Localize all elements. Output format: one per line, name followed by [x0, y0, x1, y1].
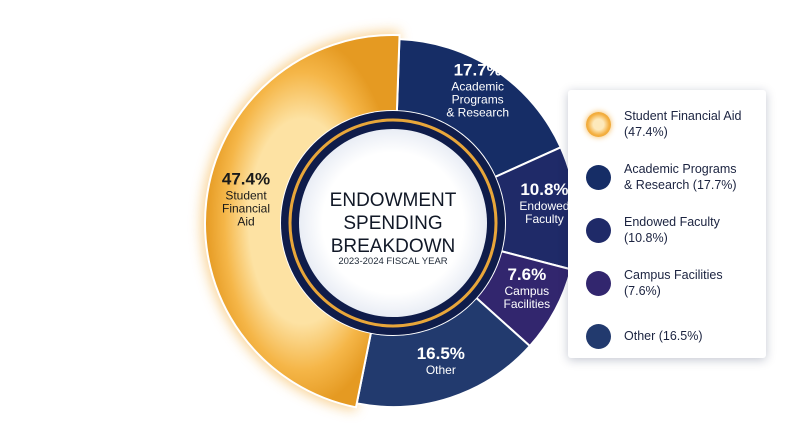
legend-item: Other (16.5%): [586, 316, 766, 356]
legend-item: Student Financial Aid (47.4%): [586, 104, 766, 144]
legend-swatch: [586, 217, 611, 243]
chart-title: ENDOWMENT SPENDING BREAKDOWN: [330, 190, 457, 257]
legend-label: Other (16.5%): [624, 329, 703, 343]
slice-category-label: Other: [426, 363, 456, 377]
legend-item: Endowed Faculty (10.8%): [586, 210, 766, 250]
slice-value-label: 10.8%: [520, 180, 568, 199]
legend-swatch: [586, 270, 611, 296]
slice-category-label: Faculty: [525, 212, 564, 226]
slice-value-label: 17.7%: [454, 60, 502, 79]
chart-title-line: SPENDING: [343, 213, 442, 234]
slice-category-label: Endowed: [519, 199, 569, 213]
slice-category-label: Programs: [452, 92, 504, 106]
legend-swatch: [586, 164, 611, 190]
chart-subtitle: 2023-2024 FISCAL YEAR: [338, 256, 447, 267]
slice-value-label: 16.5%: [417, 344, 465, 363]
legend-item: Campus Facilities (7.6%): [586, 263, 766, 303]
center-disc: [299, 129, 487, 317]
slice-category-label: Campus: [505, 284, 550, 298]
legend-swatch: [586, 111, 611, 137]
slice-category-label: Facilities: [504, 297, 551, 311]
slice-value-label: 47.4%: [222, 169, 270, 188]
slice-value-label: 7.6%: [507, 265, 546, 284]
chart-title-line: ENDOWMENT: [330, 190, 457, 211]
chart-title-line: BREAKDOWN: [331, 236, 456, 257]
legend: Student Financial Aid (47.4%) Academic Pr…: [568, 90, 766, 358]
slice-category-label: Aid: [237, 214, 254, 228]
legend-item: Academic Programs & Research (17.7%): [586, 157, 766, 197]
slice-category-label: & Research: [446, 105, 509, 119]
slice-category-label: Student: [225, 188, 267, 202]
legend-label: Student Financial Aid (47.4%): [624, 109, 742, 139]
slice-category-label: Academic: [451, 79, 504, 93]
legend-label: Endowed Faculty (10.8%): [624, 215, 720, 245]
accent-ring: [288, 118, 498, 328]
legend-label: Academic Programs & Research (17.7%): [624, 162, 737, 192]
legend-swatch: [586, 323, 611, 349]
slice-category-label: Financial: [222, 201, 270, 215]
legend-label: Campus Facilities (7.6%): [624, 268, 723, 298]
